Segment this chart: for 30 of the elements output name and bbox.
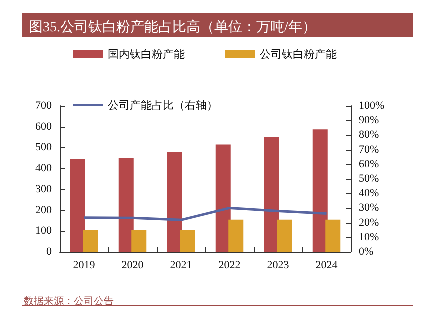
x-tick-label: 2024: [316, 260, 338, 272]
y2-tick-label: 50%: [359, 173, 380, 185]
y2-tick-label: 70%: [359, 144, 380, 156]
x-tick-label: 2022: [218, 260, 241, 272]
y2-tick-label: 90%: [359, 114, 380, 127]
y-tick-label: 200: [36, 204, 52, 216]
y-tick-label: 700: [36, 100, 52, 112]
y2-tick-label: 60%: [359, 158, 380, 170]
y2-tick-label: 30%: [359, 202, 380, 214]
y-tick-label: 300: [36, 183, 52, 196]
x-tick-label: 2019: [73, 260, 96, 272]
y-tick-label: 400: [36, 162, 52, 175]
y2-tick-label: 10%: [359, 231, 380, 244]
y-tick-label: 600: [36, 120, 52, 133]
y2-tick-label: 80%: [359, 129, 380, 142]
y-tick-label: 100: [36, 225, 52, 238]
x-tick-label: 2021: [170, 260, 192, 272]
legend-label: 公司钛白粉产能: [260, 48, 337, 61]
y2-tick-label: 100%: [359, 100, 385, 112]
y2-tick-label: 0%: [359, 246, 374, 258]
y2-tick-label: 20%: [359, 216, 380, 229]
y-tick-label: 500: [36, 142, 52, 154]
y2-tick-label: 40%: [359, 188, 380, 200]
legend-label: 公司产能占比（右轴）: [108, 99, 218, 112]
source-note: 数据来源：公司公告: [24, 296, 114, 308]
chart-title: 图35.公司钛白粉产能占比高（单位：万吨/年）: [29, 20, 316, 36]
x-tick-label: 2023: [267, 260, 290, 272]
x-tick-label: 2020: [122, 260, 144, 272]
legend-label: 国内钛白粉产能: [108, 48, 185, 61]
y-tick-label: 0: [46, 246, 52, 258]
